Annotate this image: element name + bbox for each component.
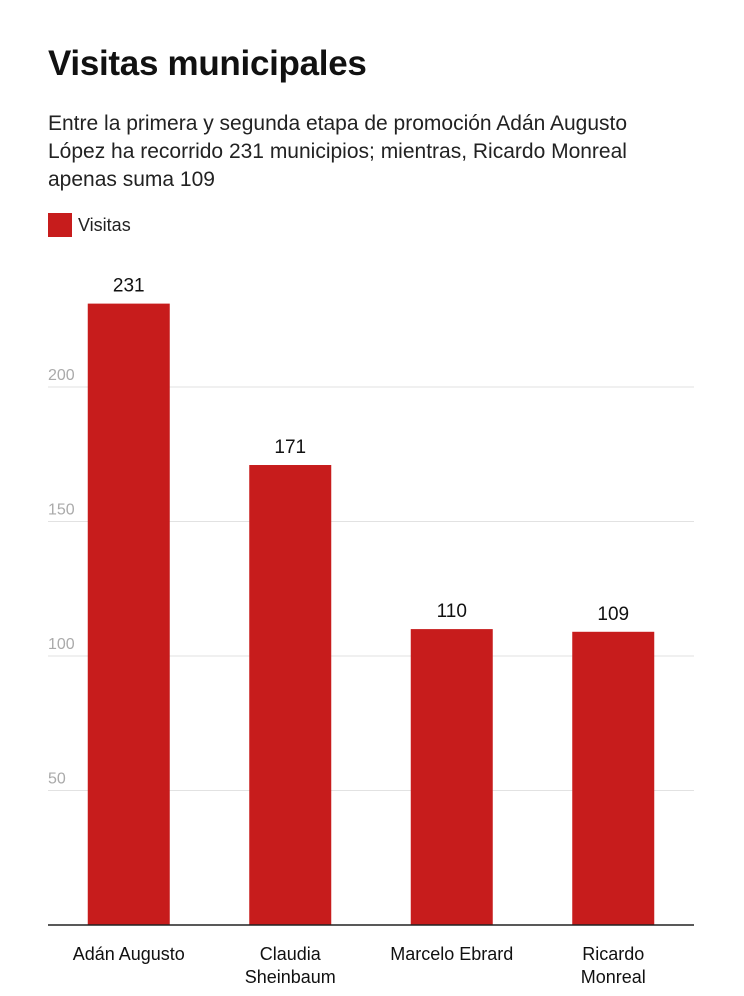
y-tick-label: 100 <box>48 636 75 653</box>
legend-swatch <box>48 213 72 237</box>
legend: Visitas <box>48 213 131 237</box>
legend-label: Visitas <box>78 214 131 235</box>
bar <box>87 303 170 925</box>
bar <box>410 629 493 925</box>
bar <box>572 631 655 925</box>
chart-subtitle: Entre la primera y segunda etapa de prom… <box>48 112 628 191</box>
data-label: 231 <box>113 276 145 297</box>
bar <box>249 465 332 925</box>
data-label: 109 <box>597 604 629 625</box>
y-tick-label: 200 <box>48 367 75 384</box>
x-tick-label: Adán Augusto <box>73 944 185 964</box>
x-tick-label: Ricardo Monreal <box>581 944 646 987</box>
data-label: 171 <box>274 437 306 458</box>
y-tick-label: 150 <box>48 502 75 519</box>
x-tick-label: Claudia Sheinbaum <box>245 944 336 987</box>
chart-title: Visitas municipales <box>48 44 367 83</box>
y-tick-label: 50 <box>48 771 66 788</box>
data-label: 110 <box>437 601 467 622</box>
x-tick-label: Marcelo Ebrard <box>390 944 513 964</box>
